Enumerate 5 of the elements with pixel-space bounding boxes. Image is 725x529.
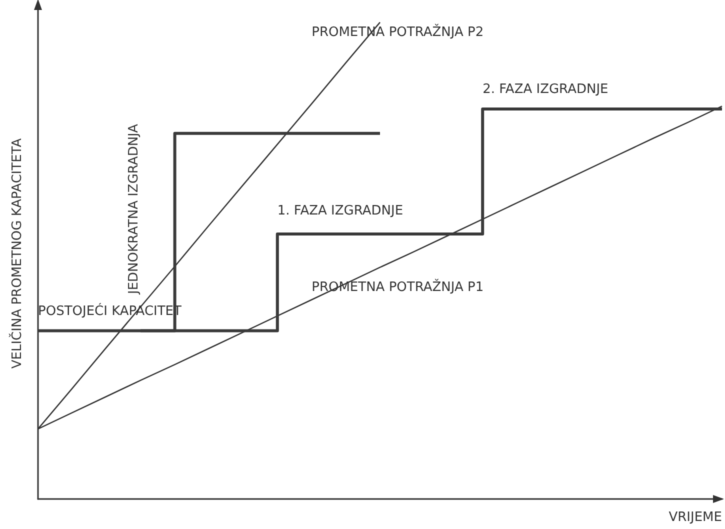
y-axis-title: VELIČINA PROMETNOG KAPACITETA bbox=[8, 138, 25, 369]
x-axis-title: VRIJEME bbox=[668, 510, 722, 525]
annotation: JEDNOKRATNA IZGRADNJA bbox=[126, 124, 142, 296]
annotation: 1. FAZA IZGRADNJE bbox=[277, 204, 404, 219]
annotation: 2. FAZA IZGRADNJE bbox=[482, 82, 608, 98]
